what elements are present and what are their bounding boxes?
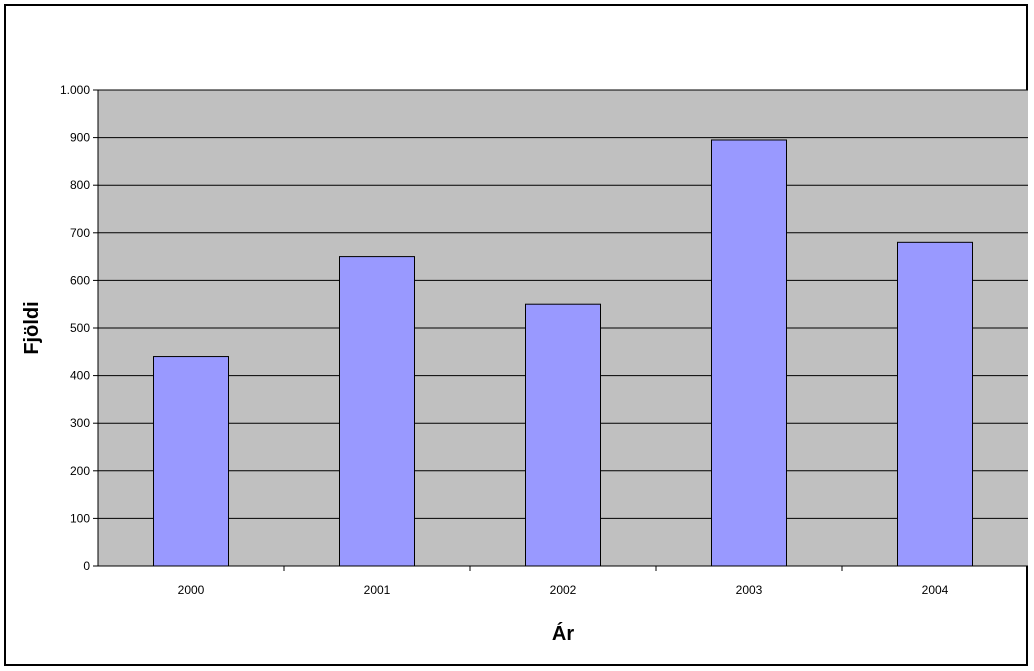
y-tick-label: 1.000 <box>60 83 90 97</box>
x-axis-title: Ár <box>552 622 574 645</box>
y-tick-label: 200 <box>70 464 90 478</box>
bar-2004 <box>897 241 973 567</box>
bar-2003 <box>711 139 787 567</box>
y-tick-label: 600 <box>70 273 90 287</box>
bar-2001 <box>339 256 415 567</box>
x-tick-labels: 2000 2001 2002 2003 2004 <box>178 583 949 597</box>
x-tick-label: 2001 <box>364 583 391 597</box>
y-tick-label: 700 <box>70 226 90 240</box>
y-tick-label: 500 <box>70 321 90 335</box>
bars <box>153 139 973 567</box>
y-tick-label: 300 <box>70 416 90 430</box>
x-tick-label: 2004 <box>922 583 949 597</box>
y-tick-label: 800 <box>70 178 90 192</box>
bar-2000 <box>153 356 229 567</box>
y-tick-label: 100 <box>70 511 90 525</box>
x-tick-label: 2002 <box>550 583 577 597</box>
axes <box>93 89 1028 571</box>
y-tick-label: 0 <box>83 559 90 573</box>
bar-2002 <box>525 303 601 567</box>
x-tick-label: 2000 <box>178 583 205 597</box>
y-axis-title: Fjöldi <box>21 301 43 354</box>
y-tick-label: 400 <box>70 369 90 383</box>
y-tick-label: 900 <box>70 131 90 145</box>
y-tick-labels: 0 100 200 300 400 500 600 700 800 900 1.000 <box>60 83 90 573</box>
x-tick-label: 2003 <box>736 583 763 597</box>
